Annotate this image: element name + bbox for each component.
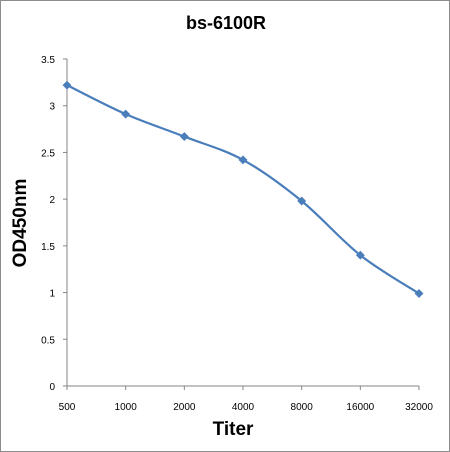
axis-ticks: 0 0.5 1 1.5 2 2.5 3 3.5 500 1000 2000 4000 8000 16000… — [41, 55, 433, 413]
x-tick-label: 8000 — [291, 402, 314, 413]
x-tick-label: 500 — [59, 402, 76, 413]
series-group — [62, 80, 424, 299]
y-tick-label: 0.5 — [41, 335, 55, 346]
data-point — [238, 155, 248, 165]
y-tick-label: 3 — [49, 102, 55, 113]
y-tick-label: 0 — [49, 382, 55, 393]
data-point — [179, 131, 189, 142]
x-tick-label: 32000 — [405, 402, 433, 413]
x-axis-title: Titer — [213, 419, 254, 440]
chart-title: bs-6100R — [186, 13, 266, 33]
data-point — [297, 196, 307, 206]
y-tick-label: 2.5 — [41, 148, 55, 159]
series-line — [66, 84, 420, 295]
y-tick-label: 1.5 — [41, 242, 55, 253]
data-point — [121, 109, 131, 119]
x-tick-label: 2000 — [173, 402, 196, 413]
x-tick-label: 1000 — [115, 402, 138, 413]
data-point — [62, 80, 72, 90]
x-tick-label: 16000 — [346, 402, 374, 413]
data-point — [414, 288, 424, 299]
y-axis-title: OD450nm — [10, 179, 31, 268]
y-tick-label: 2 — [49, 195, 55, 206]
x-tick-label: 4000 — [232, 402, 255, 413]
y-tick-label: 3.5 — [41, 55, 55, 66]
data-point — [355, 250, 365, 260]
y-tick-label: 1 — [49, 289, 55, 300]
